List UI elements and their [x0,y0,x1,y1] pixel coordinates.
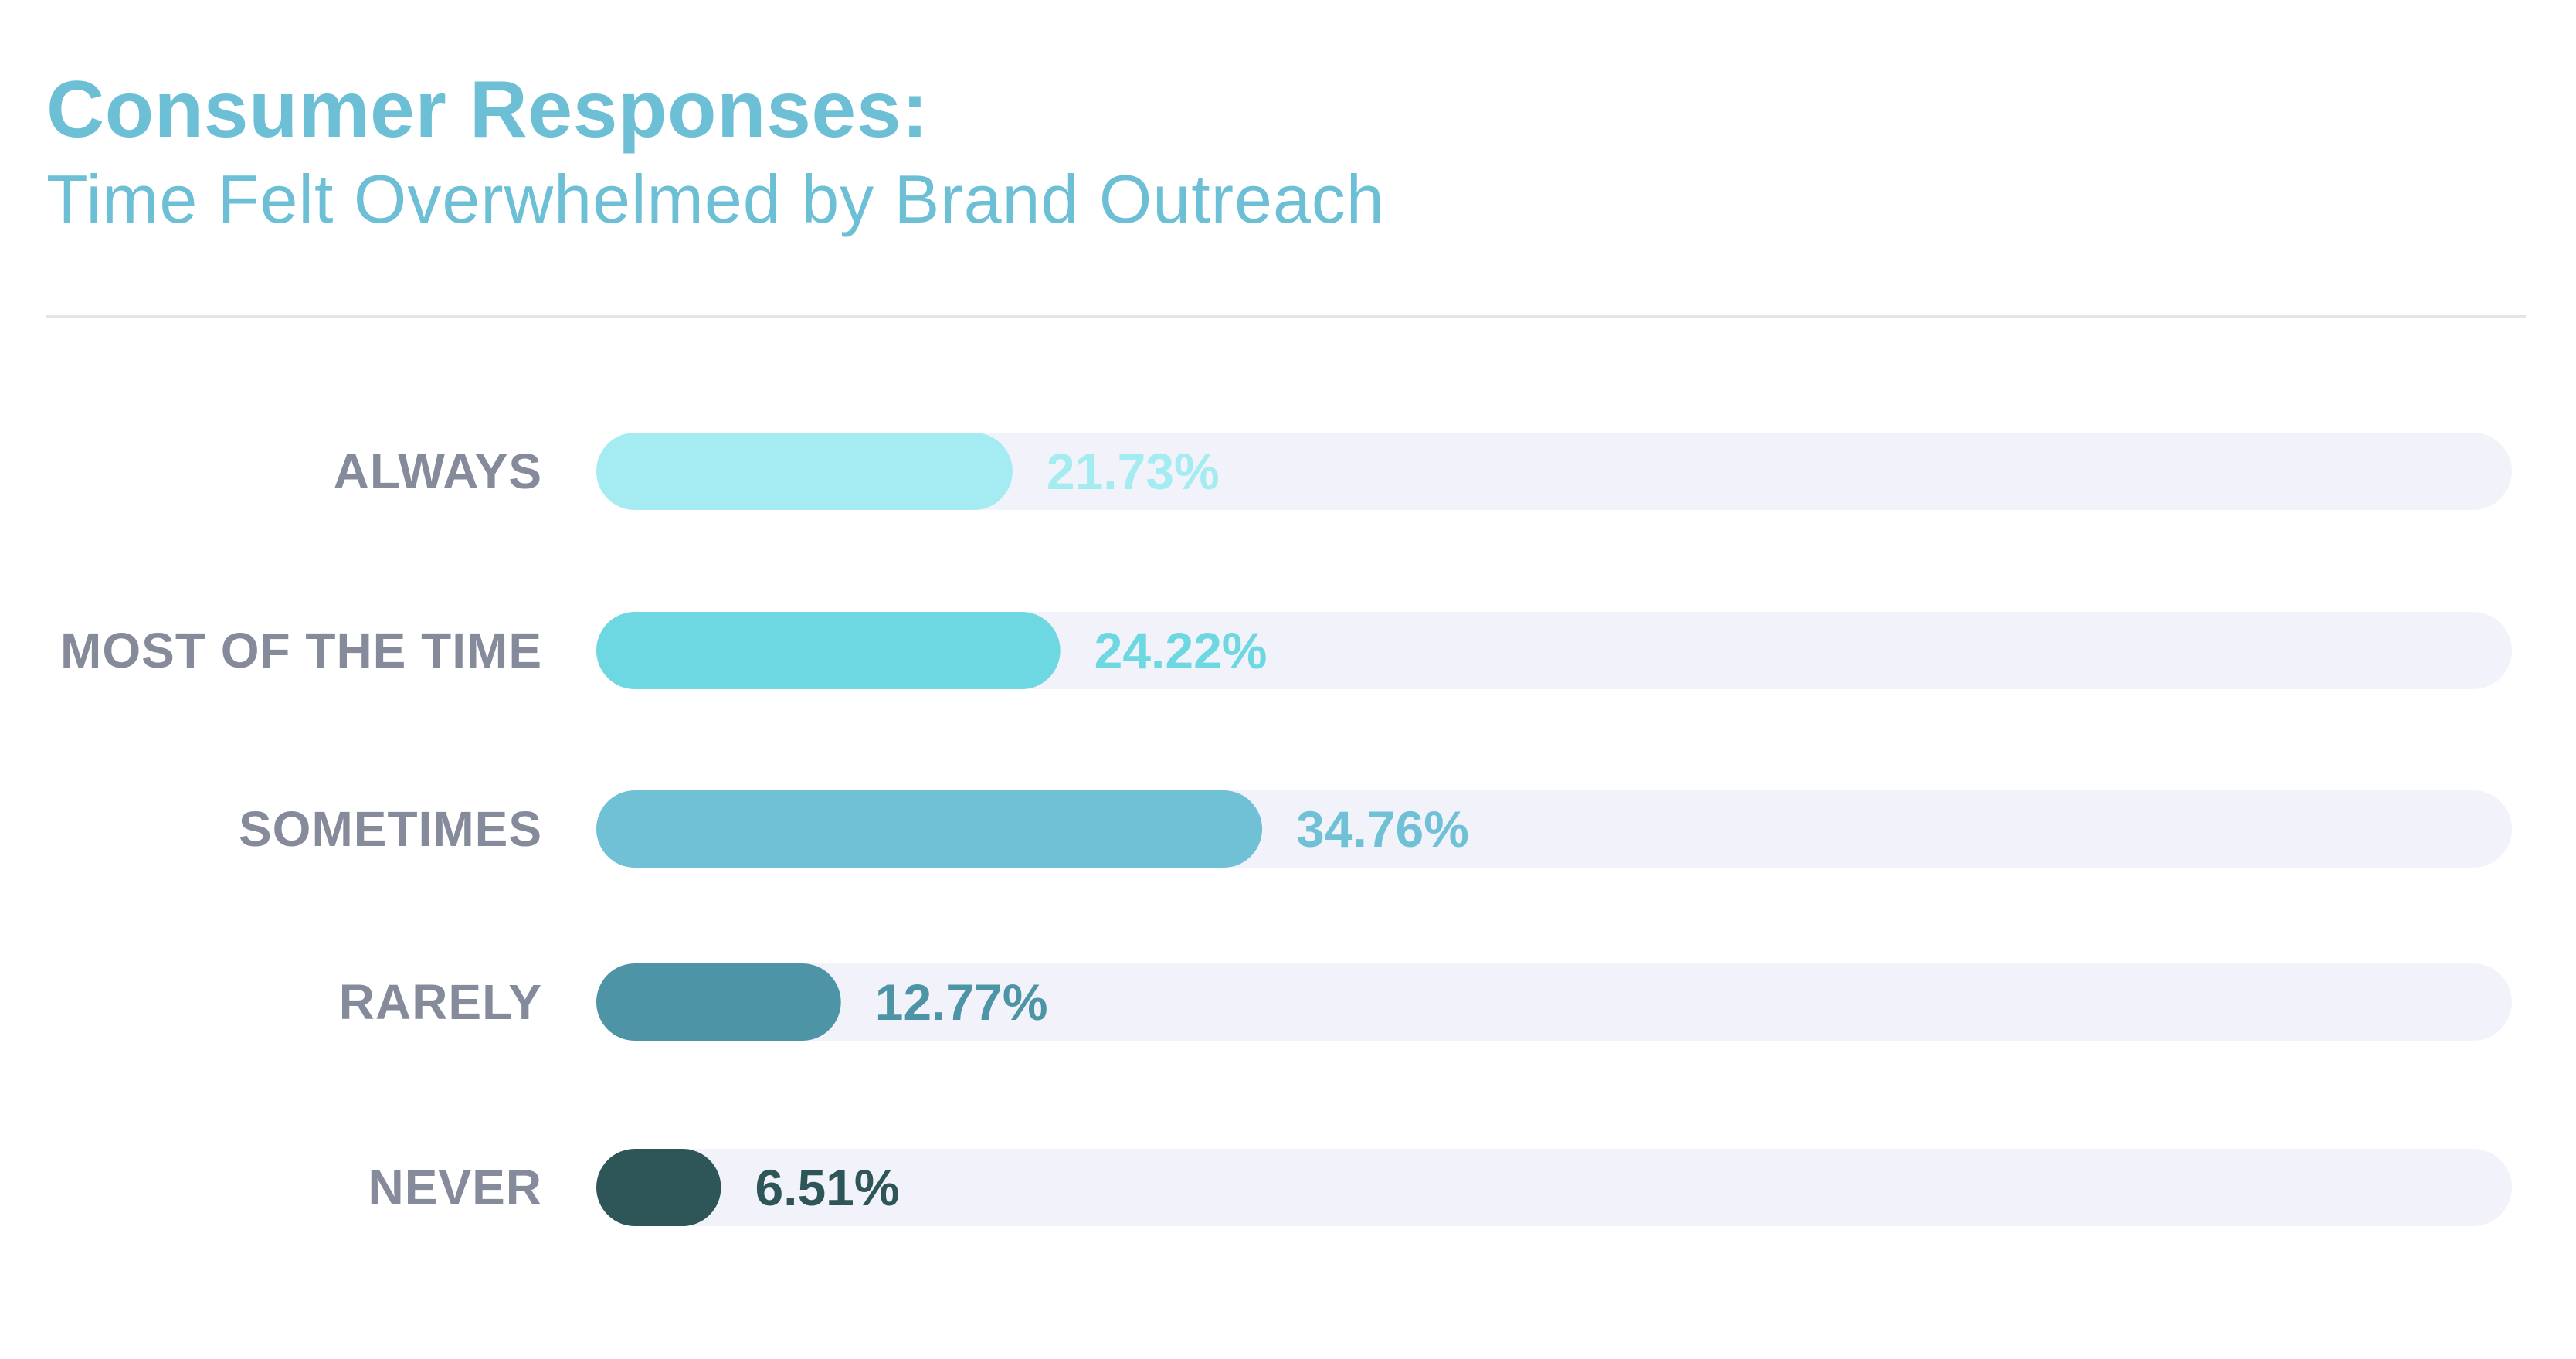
value-label: 24.22% [1095,622,1268,679]
bar [596,612,1061,689]
category-label: RARELY [339,974,542,1030]
header-divider [46,315,2526,318]
bar [596,963,841,1041]
category-label: ALWAYS [334,443,542,499]
bar-track [596,963,2512,1041]
value-label: 21.73% [1047,443,1220,500]
category-label: NEVER [368,1160,543,1215]
value-label: 6.51% [755,1159,899,1216]
value-label: 34.76% [1296,800,1469,858]
bar-track [596,612,2512,689]
bar-track [596,433,2512,510]
bar [596,433,1013,510]
chart-subtitle: Time Felt Overwhelmed by Brand Outreach [46,161,1385,237]
bar-track [596,1149,2512,1226]
bar [596,790,1263,868]
chart-title: Consumer Responses: [46,65,929,155]
value-label: 12.77% [875,973,1048,1031]
bar [596,1149,721,1226]
category-label: SOMETIMES [239,801,542,857]
category-label: MOST OF THE TIME [60,623,542,678]
